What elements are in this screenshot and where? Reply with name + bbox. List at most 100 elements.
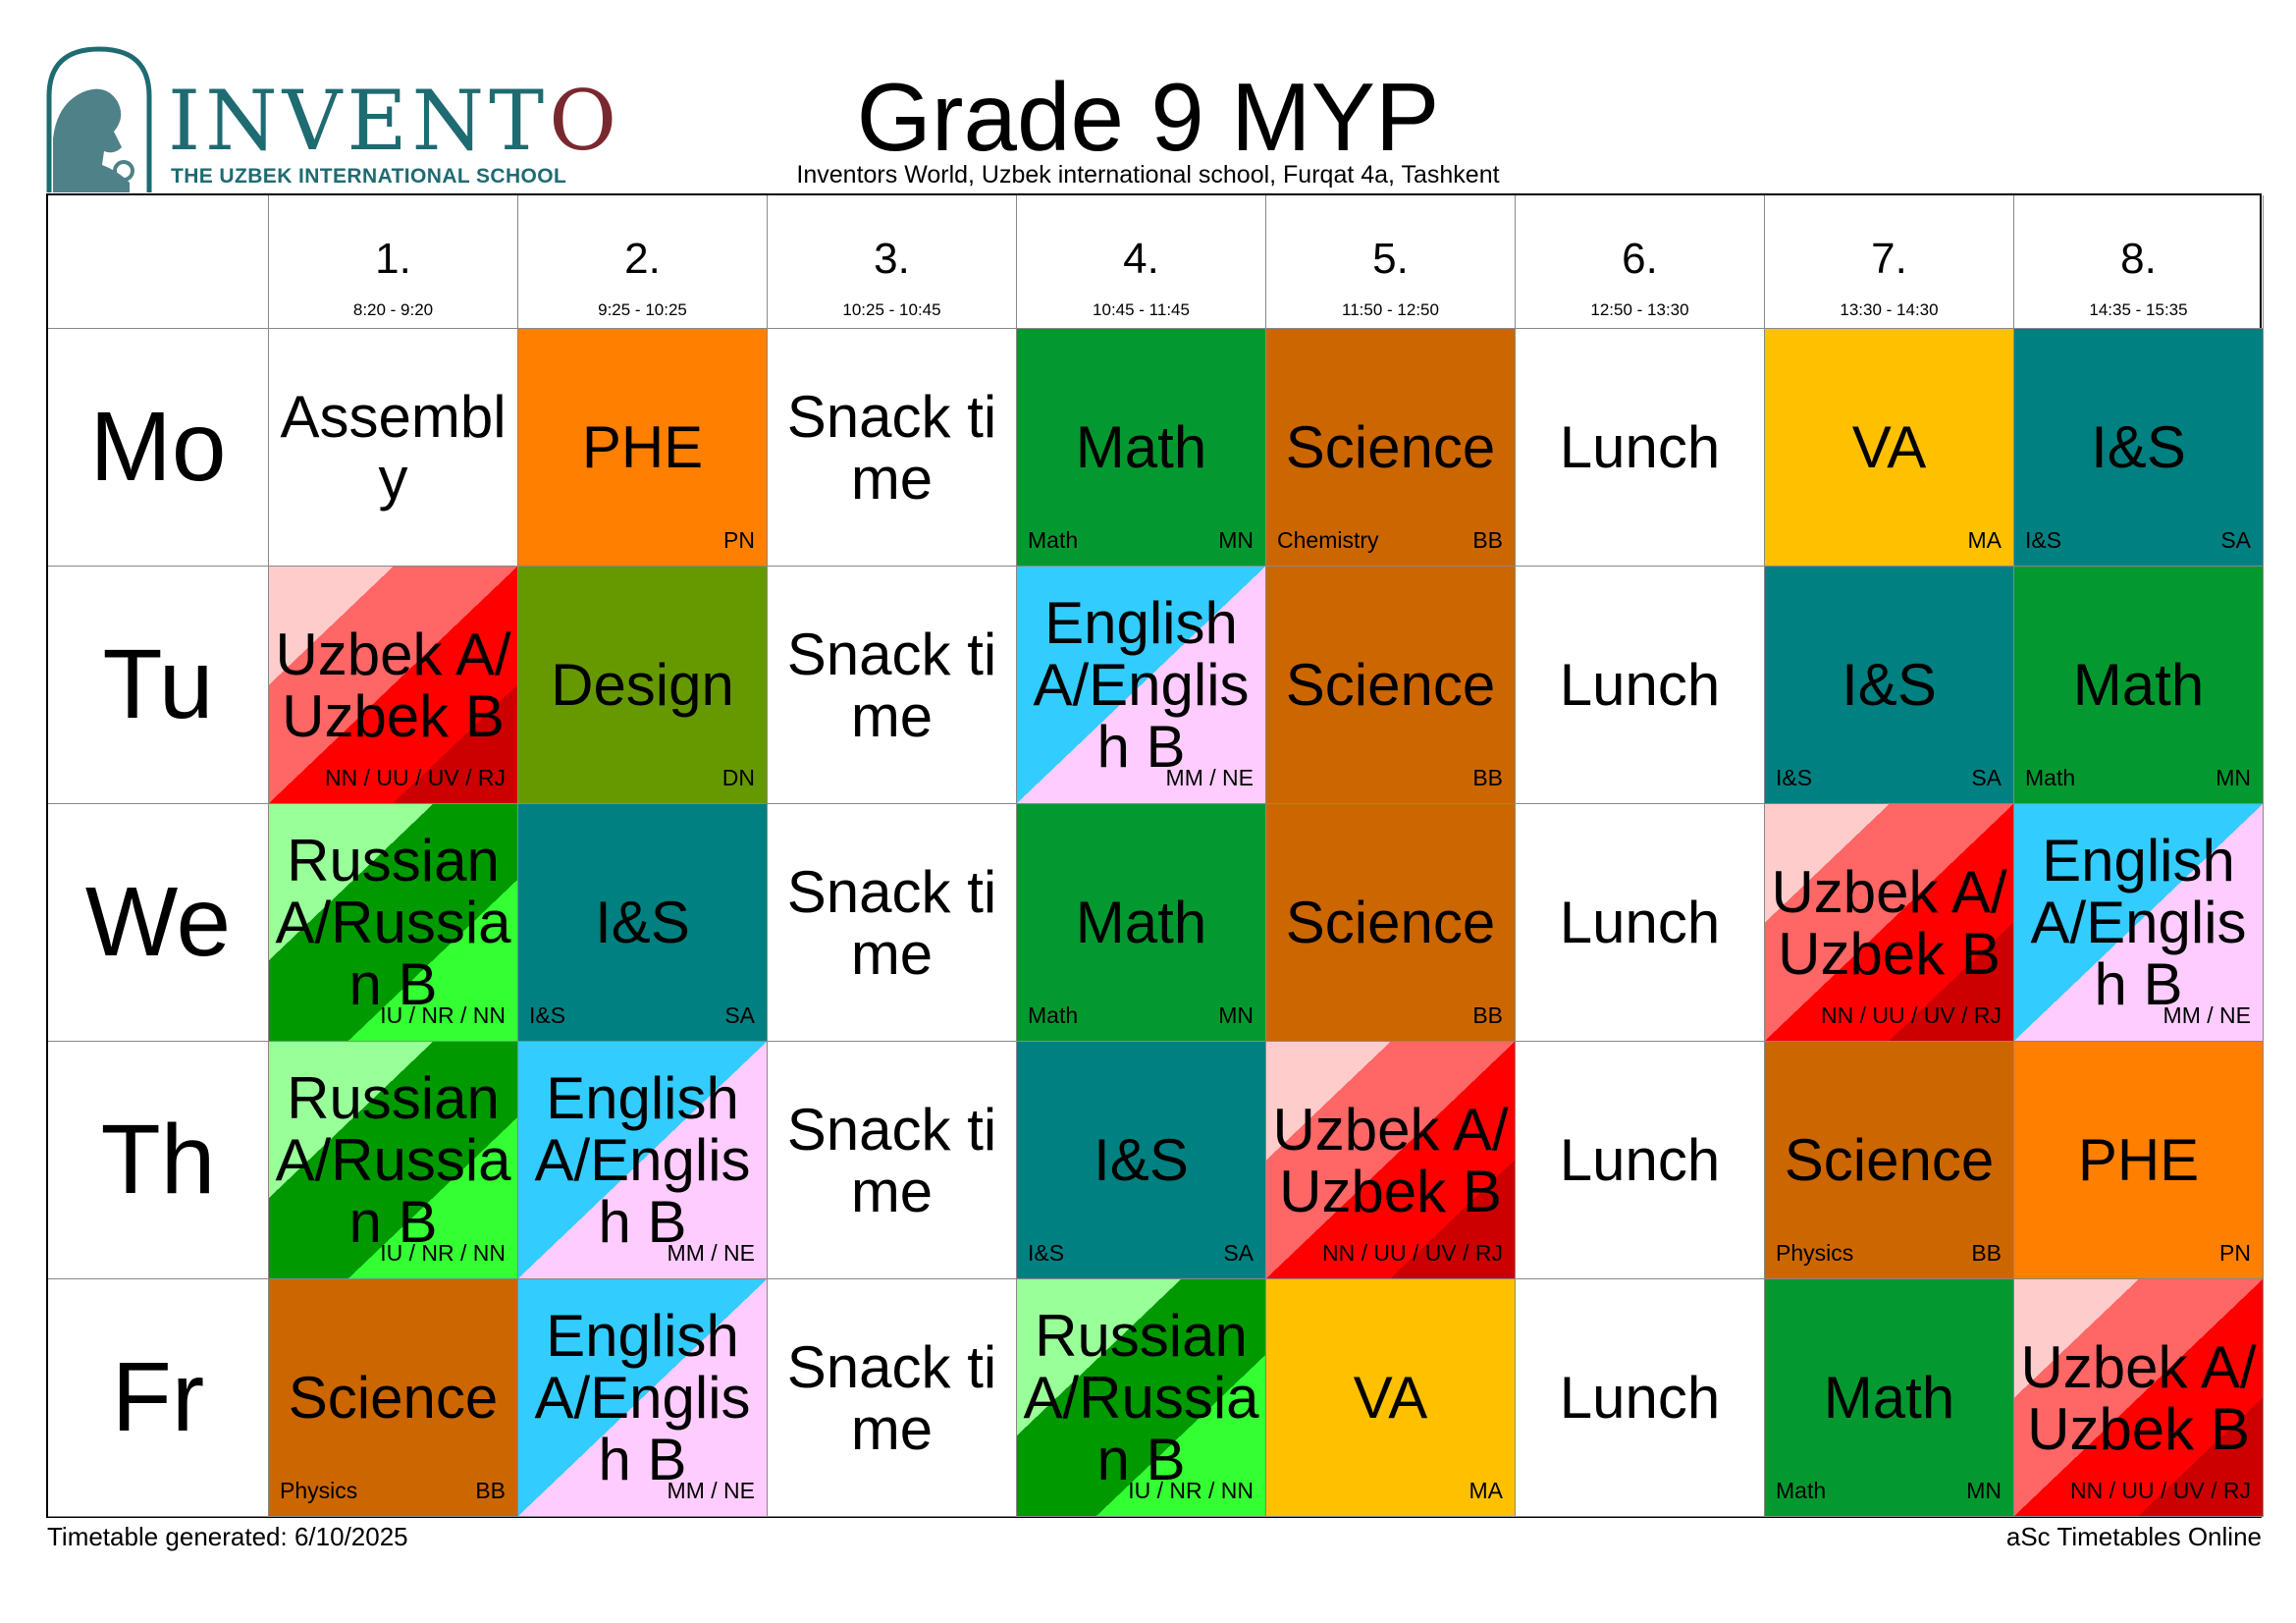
lesson-subject: Russian A/Russian B — [1023, 1303, 1259, 1492]
lesson-teacher: MN — [1218, 527, 1254, 553]
lesson-group: Math — [2025, 765, 2076, 790]
lesson-teacher: PN — [723, 527, 755, 553]
lesson-group: I&S — [2025, 527, 2062, 553]
lesson-subject: English A/English B — [534, 1065, 751, 1255]
lesson-subject: Lunch — [1559, 1127, 1721, 1193]
lesson-subject: Uzbek A/Uzbek B — [1771, 858, 2007, 987]
lesson-cell: Lunch — [1516, 329, 1765, 567]
timetable-grid: 1. 8:20 - 9:20 2. 9:25 - 10:25 3. 10:25 - 10:… — [46, 193, 2264, 1518]
lesson-subject: Uzbek A/Uzbek B — [275, 621, 511, 749]
lesson-cell: English A/English B MM / NE — [518, 1042, 768, 1279]
lesson-subject: Russian A/Russian B — [275, 828, 511, 1017]
lesson-cell: I&S I&S SA — [1765, 567, 2014, 804]
period-number: 8. — [2120, 235, 2157, 283]
lesson-teacher: NN / UU / UV / RJ — [1820, 1002, 2002, 1028]
lesson-teacher: MM / NE — [2163, 1002, 2251, 1028]
logo-emblem-icon — [46, 46, 152, 192]
lesson-cell: Science Physics BB — [269, 1279, 518, 1517]
period-header: 2. 9:25 - 10:25 — [518, 195, 768, 329]
lesson-cell: Uzbek A/Uzbek B NN / UU / UV / RJ — [1266, 1042, 1516, 1279]
lesson-cell: VA MA — [1765, 329, 2014, 567]
period-number: 3. — [874, 235, 910, 283]
lesson-cell: Math Math MN — [2014, 567, 2264, 804]
period-number: 7. — [1871, 235, 1907, 283]
lesson-cell: Snack time — [768, 1279, 1017, 1517]
lesson-cell: English A/English B MM / NE — [1017, 567, 1266, 804]
period-time: 8:20 - 9:20 — [352, 300, 434, 319]
day-label: We — [48, 804, 269, 1042]
lesson-cell: Snack time — [768, 804, 1017, 1042]
lesson-subject: PHE — [581, 414, 704, 480]
school-logo: INVENTO THE UZBEK INTERNATIONAL SCHOOL — [45, 45, 616, 194]
lesson-cell: Math Math MN — [1017, 804, 1266, 1042]
lesson-teacher: NN / UU / UV / RJ — [2069, 1478, 2251, 1503]
generated-date: Timetable generated: 6/10/2025 — [47, 1522, 408, 1551]
lesson-teacher: BB — [1472, 765, 1503, 790]
lesson-subject: Science — [1285, 414, 1496, 480]
lesson-teacher: BB — [1472, 527, 1503, 553]
lesson-subject: Math — [1075, 414, 1207, 480]
lesson-subject: English A/English B — [2030, 828, 2247, 1017]
lesson-subject: Snack time — [786, 383, 997, 512]
lesson-subject: I&S — [1094, 1127, 1189, 1193]
lesson-cell: I&S I&S SA — [2014, 329, 2264, 567]
day-label: Mo — [48, 329, 269, 567]
lesson-cell: VA MA — [1266, 1279, 1516, 1517]
lesson-subject: Uzbek A/Uzbek B — [2020, 1333, 2257, 1462]
lesson-cell: PHE PN — [2014, 1042, 2264, 1279]
lesson-subject: Snack time — [786, 858, 997, 987]
lesson-subject: VA — [1353, 1365, 1428, 1431]
lesson-subject: English A/English B — [534, 1303, 751, 1492]
lesson-group: Math — [1028, 1002, 1079, 1028]
period-number: 4. — [1123, 235, 1159, 283]
lesson-group: I&S — [529, 1002, 566, 1028]
lesson-cell: English A/English B MM / NE — [518, 1279, 768, 1517]
lesson-cell: Snack time — [768, 329, 1017, 567]
lesson-teacher: MA — [1468, 1478, 1504, 1503]
lesson-teacher: SA — [1223, 1240, 1254, 1266]
lesson-subject: Uzbek A/Uzbek B — [1272, 1096, 1509, 1224]
lesson-subject: Lunch — [1559, 1365, 1721, 1431]
lesson-group: I&S — [1776, 765, 1813, 790]
lesson-teacher: BB — [475, 1478, 506, 1503]
lesson-teacher: BB — [1472, 1002, 1503, 1028]
lesson-teacher: MA — [1967, 527, 2002, 553]
lesson-group: Math — [1776, 1478, 1827, 1503]
lesson-teacher: MN — [1218, 1002, 1254, 1028]
page-title: Grade 9 MYP — [856, 63, 1440, 171]
lesson-subject: Lunch — [1559, 414, 1721, 480]
lesson-teacher: SA — [2220, 527, 2251, 553]
lesson-subject: Science — [1285, 652, 1496, 718]
lesson-subject: VA — [1851, 414, 1927, 480]
lesson-subject: Science — [1784, 1127, 1995, 1193]
period-header: 1. 8:20 - 9:20 — [269, 195, 518, 329]
lesson-teacher: SA — [724, 1002, 755, 1028]
lesson-subject: Math — [1075, 890, 1207, 955]
lesson-teacher: SA — [1971, 765, 2002, 790]
lesson-subject: I&S — [1842, 652, 1937, 718]
logo-tagline: THE UZBEK INTERNATIONAL SCHOOL — [171, 165, 567, 188]
lesson-teacher: MN — [1966, 1478, 2002, 1503]
period-time: 10:45 - 11:45 — [1093, 300, 1190, 319]
lesson-subject: Snack time — [786, 621, 997, 749]
period-header: 3. 10:25 - 10:45 — [768, 195, 1017, 329]
lesson-teacher: DN — [721, 765, 755, 790]
lesson-subject: Science — [288, 1365, 499, 1431]
period-time: 9:25 - 10:25 — [598, 300, 687, 319]
lesson-cell: Lunch — [1516, 1279, 1765, 1517]
lesson-cell: Science BB — [1266, 567, 1516, 804]
lesson-subject: Science — [1285, 890, 1496, 955]
lesson-subject: Russian A/Russian B — [275, 1065, 511, 1255]
lesson-cell: PHE PN — [518, 329, 768, 567]
lesson-teacher: NN / UU / UV / RJ — [324, 765, 506, 790]
period-time: 10:25 - 10:45 — [842, 300, 941, 319]
lesson-cell: I&S I&S SA — [518, 804, 768, 1042]
lesson-cell: Math Math MN — [1017, 329, 1266, 567]
period-header: 6. 12:50 - 13:30 — [1516, 195, 1765, 329]
lesson-teacher: IU / NR / NN — [1128, 1478, 1254, 1503]
footer-brand: aSc Timetables Online — [2005, 1522, 2262, 1551]
lesson-subject: Math — [1823, 1365, 1955, 1431]
period-time: 12:50 - 13:30 — [1590, 300, 1689, 319]
lesson-subject: English A/English B — [1033, 590, 1250, 780]
lesson-subject: Snack time — [786, 1333, 997, 1462]
